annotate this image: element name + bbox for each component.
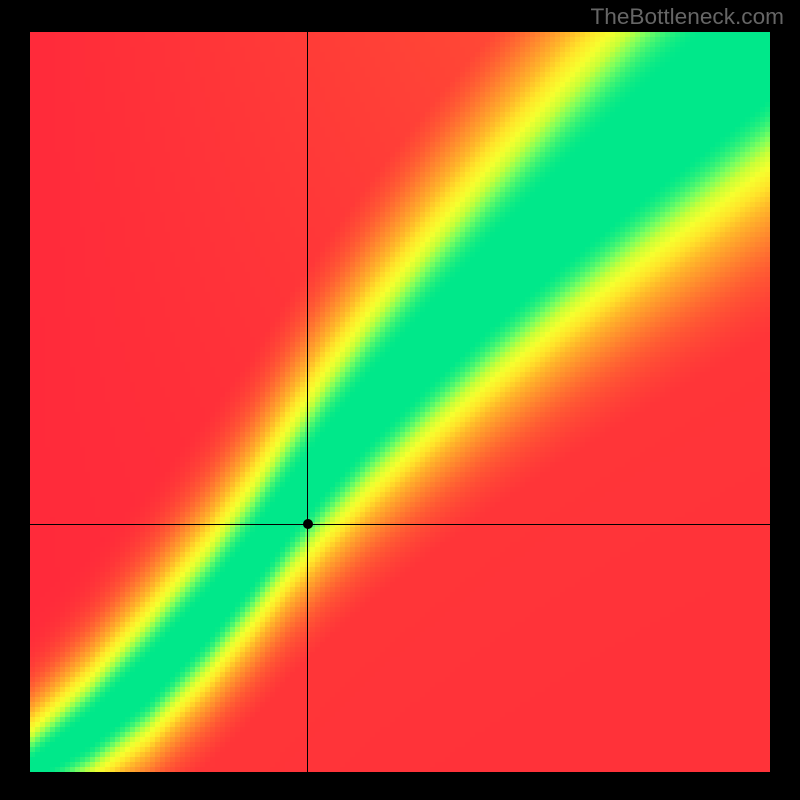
chart-container: TheBottleneck.com xyxy=(0,0,800,800)
crosshair-horizontal xyxy=(30,524,770,525)
watermark-text: TheBottleneck.com xyxy=(590,4,784,30)
crosshair-vertical xyxy=(307,32,308,772)
heatmap-canvas xyxy=(30,32,770,772)
data-point-marker xyxy=(303,519,313,529)
plot-area xyxy=(30,32,770,772)
